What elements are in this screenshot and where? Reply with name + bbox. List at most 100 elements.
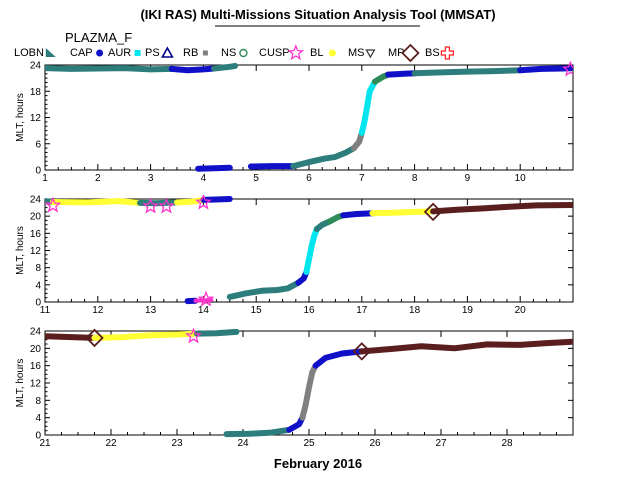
marker-cusp [197, 290, 215, 306]
segment-cap [340, 210, 376, 219]
y-tick-label: 18 [30, 87, 42, 98]
x-tick-label: 1 [42, 173, 48, 184]
marker-cusp [195, 195, 212, 210]
segment-rb [350, 129, 365, 152]
x-tick-label: 28 [501, 438, 513, 449]
marker-cusp [45, 196, 62, 213]
x-tick-label: 22 [105, 438, 117, 449]
y-tick-label: 0 [35, 166, 41, 177]
x-tick-label: 16 [303, 305, 315, 316]
legend-marker-bs-icon [440, 46, 455, 60]
legend-label-ps: PS [145, 47, 160, 59]
marker-mp [85, 328, 104, 348]
x-tick-label: 21 [39, 438, 51, 449]
marker-mp [352, 342, 372, 361]
x-axis-label: February 2016 [274, 456, 362, 471]
segment-aur [358, 78, 378, 136]
legend: LOBN CAP AUR PS RB NS CUSP BL MS MP BS [14, 43, 455, 63]
segment-lobn [223, 426, 293, 438]
segment-bl [49, 198, 143, 206]
legend-label-rb: RB [183, 47, 198, 59]
marker-cusp [562, 61, 573, 77]
segment-rb [299, 362, 319, 421]
y-tick-label: 20 [30, 344, 42, 355]
panel-data [45, 327, 573, 438]
marker-mp [423, 202, 443, 222]
y-tick-label: 24 [30, 195, 42, 206]
marker-cusp [158, 197, 175, 214]
segment-cap [385, 70, 418, 78]
legend-marker-cusp-icon [287, 44, 305, 61]
y-tick-label: 6 [35, 139, 41, 150]
y-tick-label: 4 [35, 280, 41, 291]
y-axis-label: MLT, hours [15, 359, 26, 408]
x-tick-label: 5 [253, 173, 259, 184]
marker-cusp [185, 327, 202, 344]
x-tick-label: 8 [412, 173, 418, 184]
x-tick-label: 15 [251, 305, 263, 316]
legend-marker-bl-icon [328, 49, 336, 57]
y-tick-label: 20 [30, 212, 42, 223]
x-tick-label: 19 [462, 305, 474, 316]
legend-label-bl: BL [310, 47, 323, 59]
y-axis-label: MLT, hours [15, 93, 26, 142]
segment-mp [358, 338, 573, 355]
x-tick-label: 11 [40, 305, 51, 316]
x-tick-label: 3 [148, 173, 154, 184]
panel-data [45, 195, 573, 306]
legend-label-cap: CAP [70, 47, 93, 59]
segment-lobn [45, 65, 175, 73]
chart-title: (IKI RAS) Multi-Missions Situation Analy… [140, 7, 495, 22]
marker-cusp [142, 197, 160, 214]
y-tick-label: 12 [30, 379, 42, 390]
segment-lobn [411, 67, 524, 77]
y-axis-label: MLT, hours [15, 226, 26, 275]
segment-bl [91, 330, 200, 341]
satellite-name: PLAZMA_F [65, 30, 132, 45]
x-tick-label: 6 [306, 173, 312, 184]
y-tick-label: 24 [30, 327, 42, 338]
legend-label-cusp: CUSP [259, 47, 290, 59]
x-tick-label: 10 [515, 173, 527, 184]
x-tick-label: 2 [95, 173, 101, 184]
y-tick-label: 16 [30, 229, 42, 240]
y-tick-label: 12 [30, 246, 42, 257]
segment-lobn [226, 279, 302, 300]
legend-marker-aur-icon [134, 50, 141, 56]
segment-aur [303, 226, 320, 275]
segment-mp [430, 202, 573, 215]
segment-cap [312, 348, 365, 369]
segment-cap [195, 164, 233, 172]
x-tick-label: 23 [171, 438, 183, 449]
x-tick-label: 20 [515, 305, 527, 316]
panel-frame [44, 64, 574, 171]
x-tick-label: 14 [198, 305, 210, 316]
legend-label-ns: NS [221, 47, 236, 59]
segment-bl [369, 208, 437, 217]
legend-label-lobn: LOBN [14, 47, 44, 59]
segment-lobn [290, 145, 357, 170]
panel-2: 0 4 8 12 16 20 24 11 12 13 14 15 16 17 18 19 20 MLT, hour… [15, 195, 574, 316]
y-tick-label: 0 [35, 298, 41, 309]
x-tick-label: 25 [303, 438, 315, 449]
y-tick-label: 0 [35, 431, 41, 442]
x-tick-label: 27 [435, 438, 447, 449]
y-tick-label: 24 [30, 61, 42, 72]
y-tick-label: 8 [35, 396, 41, 407]
segment-cap [517, 65, 573, 74]
panel-3: 0 4 8 12 16 20 24 21 22 23 24 25 26 27 28 MLT, hours [15, 327, 574, 449]
legend-marker-cap-icon [96, 49, 104, 57]
x-tick-label: 4 [201, 173, 207, 184]
x-tick-label: 26 [369, 438, 381, 449]
x-tick-label: 9 [465, 173, 471, 184]
x-tick-label: 17 [356, 305, 368, 316]
legend-marker-rb-icon [202, 50, 208, 56]
y-tick-label: 16 [30, 361, 42, 372]
x-tick-label: 12 [92, 305, 104, 316]
y-tick-label: 12 [30, 113, 42, 124]
legend-marker-mp-icon [401, 43, 420, 63]
legend-label-bs: BS [425, 47, 440, 59]
